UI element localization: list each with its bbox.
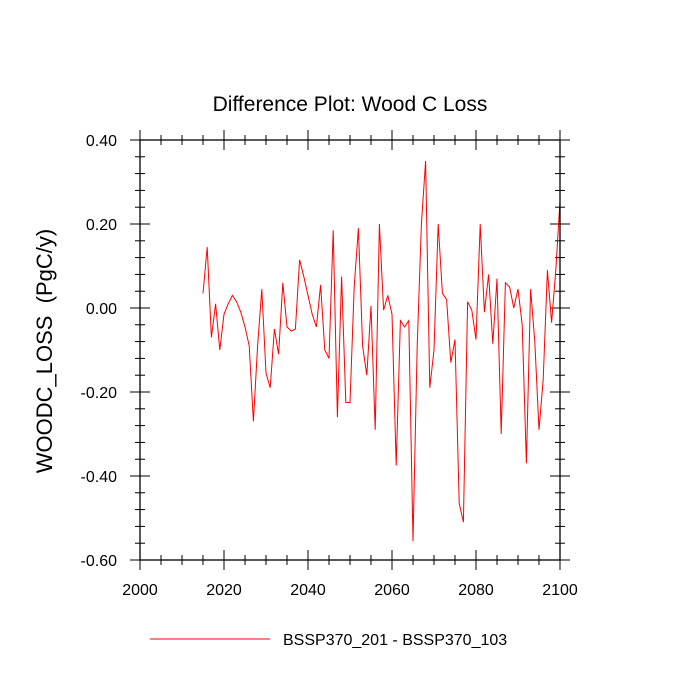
- x-tick-label: 2060: [374, 582, 410, 599]
- series-line: [202, 160, 561, 542]
- x-tick-label: 2100: [542, 582, 578, 599]
- plot-frame: [139, 139, 561, 561]
- x-tick-label: 2020: [206, 582, 242, 599]
- y-tick-label: 0.40: [86, 133, 117, 150]
- legend-label: BSSP370_201 - BSSP370_103: [283, 632, 507, 649]
- tick-labels: 2000 2020 2040 2060 2080 2100 -0.60 -0.40 -0.20 0…: [81, 133, 578, 599]
- x-tick-label: 2080: [458, 582, 494, 599]
- x-tick-label: 2040: [290, 582, 326, 599]
- x-tick-label: 2000: [122, 582, 158, 599]
- y-tick-label: 0.00: [86, 301, 117, 318]
- y-tick-label: -0.60: [81, 553, 118, 570]
- y-tick-label: 0.20: [86, 217, 117, 234]
- chart-title: Difference Plot: Wood C Loss: [213, 93, 488, 116]
- y-tick-label: -0.20: [81, 385, 118, 402]
- y-tick-label: -0.40: [81, 469, 118, 486]
- y-axis-label: WOODC_LOSS (PgC/y): [32, 229, 57, 473]
